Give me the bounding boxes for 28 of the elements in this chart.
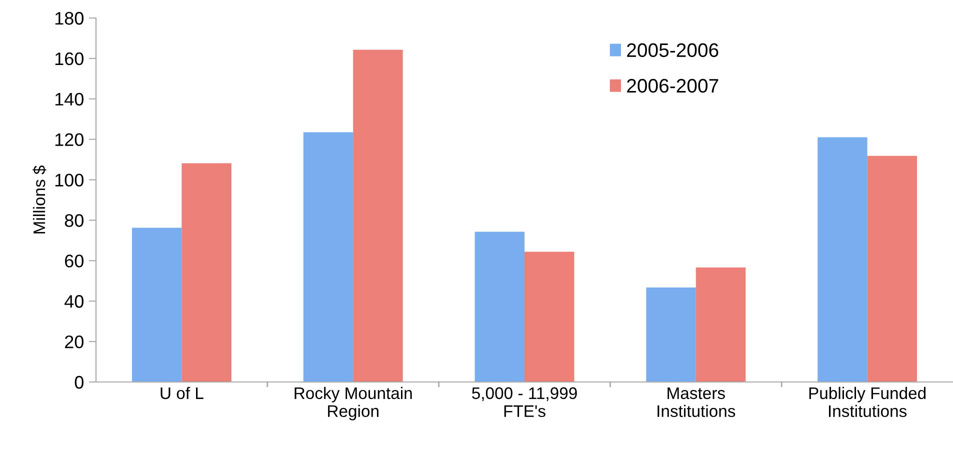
x-tick-label: U of L	[160, 386, 204, 400]
bar	[474, 232, 524, 382]
bar	[353, 50, 403, 382]
bar	[818, 137, 868, 382]
y-tick-label: 140	[55, 92, 84, 106]
y-tick-label: 160	[55, 52, 84, 66]
bar	[867, 156, 918, 382]
x-tick-label: Masters Institutions	[658, 387, 736, 418]
legend-label: 2005-2006	[627, 43, 718, 58]
y-tick-label: 40	[64, 295, 84, 308]
y-tick-label: 180	[55, 12, 84, 25]
bar	[303, 132, 354, 382]
x-tick-label: 5,000 - 11,999 FTE's	[472, 387, 577, 418]
y-axis-title: Millions $	[32, 166, 46, 234]
bar	[524, 252, 574, 382]
x-tick-label: Rocky Mountain Region	[294, 386, 412, 420]
y-tick-label: 60	[65, 254, 84, 268]
x-tick-label: Publicly Funded Institutions	[809, 386, 926, 418]
legend-label: 2006-2007	[627, 78, 718, 93]
y-tick-label: 80	[64, 214, 84, 227]
bar	[182, 163, 232, 382]
y-tick-label: 120	[55, 133, 84, 146]
y-tick-label: 100	[55, 174, 84, 186]
bar	[132, 228, 182, 382]
y-tick-label: 20	[65, 335, 84, 348]
y-tick-label: 0	[74, 376, 84, 389]
bar	[646, 288, 696, 382]
bar	[696, 268, 746, 382]
